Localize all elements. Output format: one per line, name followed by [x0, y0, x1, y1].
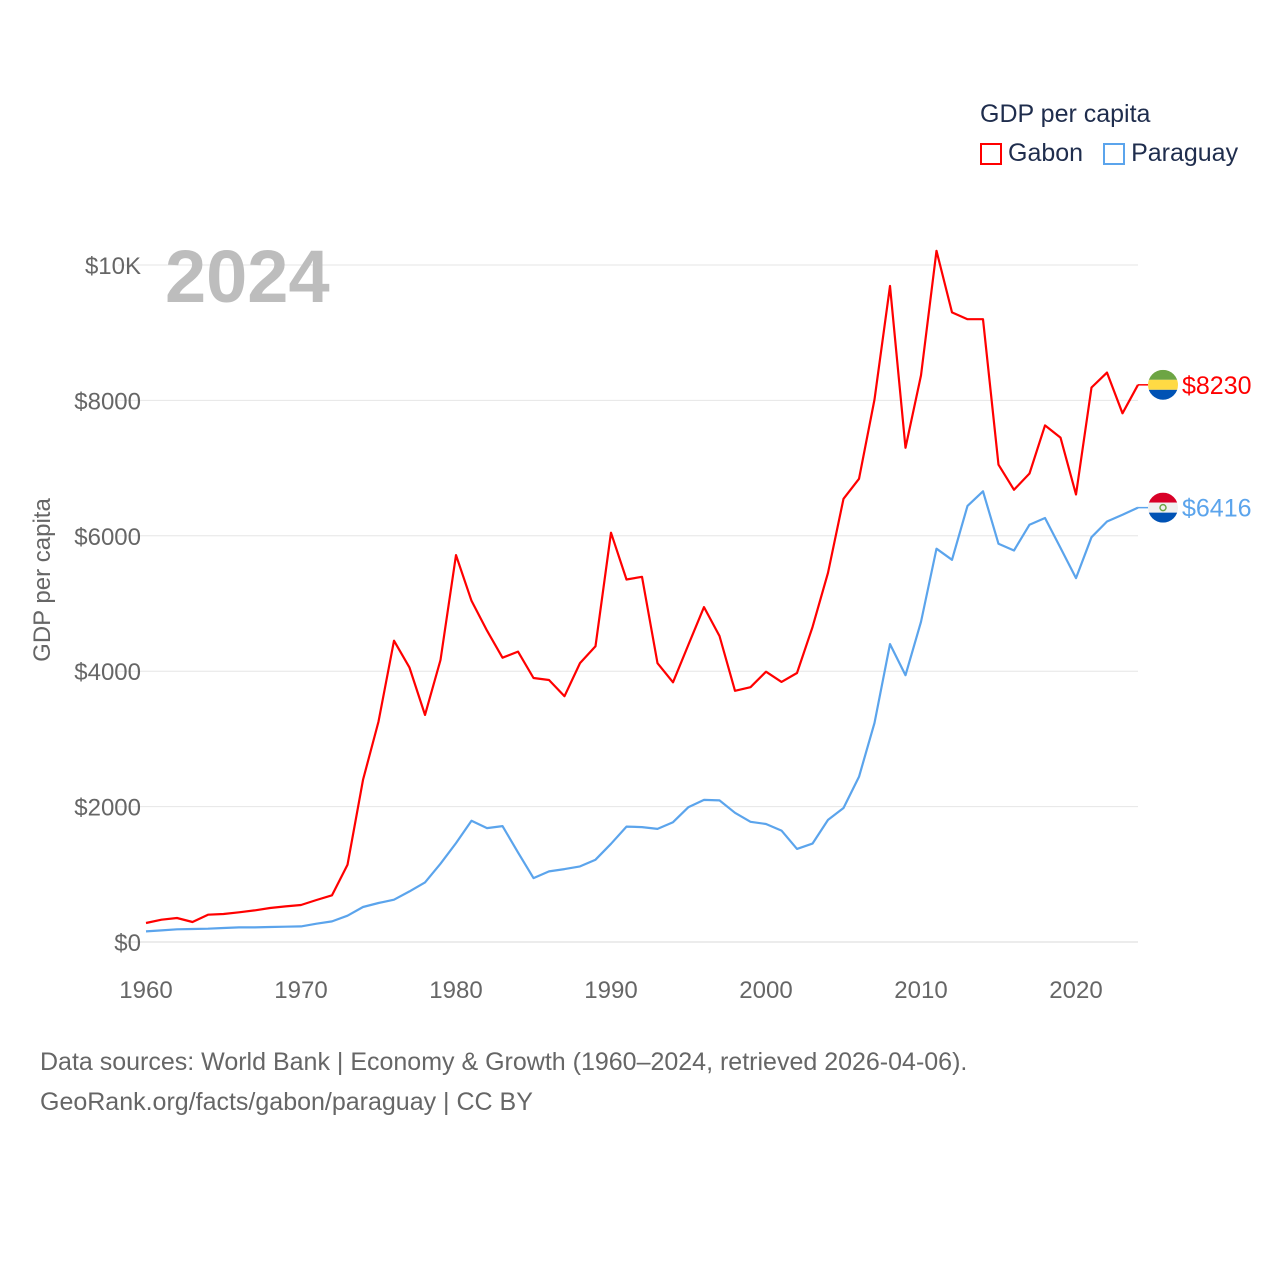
legend-swatch-paraguay [1103, 142, 1126, 165]
gabon-flag-icon [1148, 369, 1178, 400]
x-axis-ticks: 1960 1970 1980 1990 2000 2010 2020 [119, 977, 1102, 1004]
end-value-label-gabon: $8230 [1182, 372, 1252, 400]
legend-swatch-gabon [980, 142, 1002, 165]
y-axis-ticks: $0 $2000 $4000 $6000 $8000 $10K [74, 253, 141, 957]
y-tick-label: $4000 [74, 659, 141, 686]
y-axis-label: GDP per capita [29, 498, 56, 662]
y-tick-label: $2000 [74, 795, 141, 822]
footer: Data sources: World Bank | Economy & Gro… [40, 1042, 967, 1122]
legend-title: GDP per capita [980, 100, 1151, 128]
end-labels: $8230 $6416 [1138, 369, 1252, 523]
x-tick-label: 1980 [429, 977, 482, 1004]
y-tick-label: $6000 [74, 524, 141, 551]
legend-item-paraguay[interactable]: Paraguay [1103, 139, 1238, 168]
end-value-label-paraguay: $6416 [1182, 495, 1252, 523]
series-line-gabon [145, 249, 1139, 925]
x-tick-label: 2020 [1049, 977, 1102, 1004]
data-source-note: Data sources: World Bank | Economy & Gro… [40, 1048, 968, 1076]
y-tick-label: $0 [114, 930, 141, 957]
x-tick-label: 1990 [584, 977, 637, 1004]
x-tick-label: 2000 [739, 977, 792, 1004]
legend-item-gabon[interactable]: Gabon [980, 139, 1083, 168]
source-link[interactable]: GeoRank.org/facts/gabon/paraguay | CC BY [40, 1088, 533, 1116]
legend: GDP per capita Gabon Paraguay [980, 100, 1238, 168]
legend-label-paraguay: Paraguay [1131, 139, 1239, 167]
year-label: 2024 [165, 235, 330, 318]
legend-label-gabon: Gabon [1008, 139, 1084, 167]
paraguay-flag-icon [1148, 492, 1178, 523]
x-tick-label: 2010 [894, 977, 947, 1004]
y-tick-label: $8000 [74, 388, 141, 415]
series-line-paraguay [145, 490, 1139, 933]
series-lines [145, 249, 1139, 933]
y-tick-label: $10K [85, 253, 141, 280]
gridlines [118, 264, 1138, 943]
x-tick-label: 1970 [274, 977, 327, 1004]
x-tick-label: 1960 [119, 977, 172, 1004]
